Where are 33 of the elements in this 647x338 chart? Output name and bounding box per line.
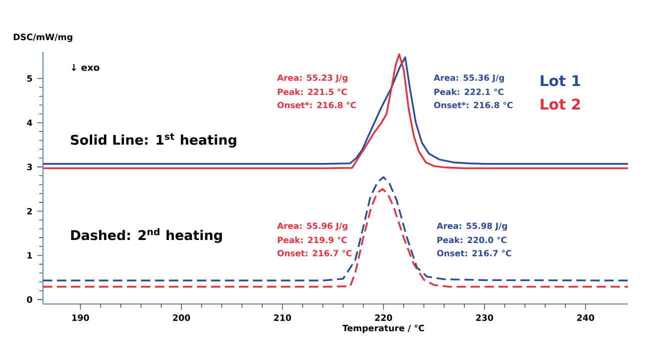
- annotation: Onset: 216.7 °C: [277, 250, 352, 256]
- annotation: Onset*: 216.8 °C: [434, 102, 512, 108]
- x-tick-label: 230: [476, 314, 494, 321]
- line-series: [42, 176, 629, 282]
- y-tick-label: 5: [27, 75, 32, 82]
- annotation: Peak: 219.9 °C: [278, 236, 347, 244]
- x-axis-title: Temperature / °C: [342, 324, 424, 333]
- y-tick-label: 1: [28, 252, 32, 259]
- y-axis-title: DSC/mW/mg: [14, 34, 72, 42]
- annotation: ↓ exo: [72, 64, 100, 71]
- text: Lot 2: [540, 98, 580, 110]
- annotation: Area: 55.23 J/g: [277, 74, 348, 83]
- annotation: Peak: 221.5 °C: [278, 88, 347, 96]
- y-tick-label: 4: [26, 120, 32, 126]
- y-tick-label: 3: [27, 164, 32, 170]
- x-tick-label: 220: [375, 314, 392, 321]
- annotation: Onset: 216.7 °C: [437, 250, 512, 256]
- x-tick-label: 200: [173, 314, 190, 321]
- x-tick-label: 240: [577, 314, 594, 321]
- line-series: [42, 188, 629, 288]
- annotation: Peak: 222.1 °C: [434, 88, 504, 96]
- annotation: Dashed: 2$^{nd}$ heating: [71, 228, 222, 243]
- annotation: Area: 55.98 J/g: [436, 222, 507, 231]
- text: Lot 1: [540, 75, 580, 86]
- y-tick-label: 0: [26, 296, 32, 303]
- annotation: Onset*: 216.8 °C: [277, 102, 356, 108]
- annotation: Area: 55.36 J/g: [434, 74, 504, 83]
- annotation: Area: 55.96 J/g: [277, 222, 348, 231]
- x-tick-label: 210: [274, 314, 292, 321]
- x-tick-label: 190: [72, 314, 90, 321]
- annotation: Solid Line: 1$^{st}$ heating: [70, 133, 236, 148]
- annotation: Peak: 220.0 °C: [437, 236, 506, 244]
- y-tick-label: 2: [27, 208, 32, 214]
